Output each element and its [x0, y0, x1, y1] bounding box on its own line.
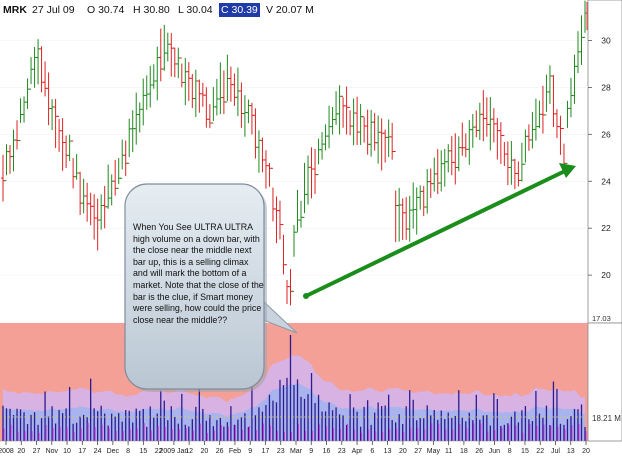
x-tick-label: Apr [352, 448, 364, 455]
x-tick-label: 22 [536, 448, 544, 455]
y-tick-label: 22 [601, 223, 611, 233]
y-tick-label: 26 [601, 129, 611, 139]
x-tick-label: 15 [139, 448, 147, 455]
low-label: L 30.04 [178, 4, 213, 16]
y-tick-label: 24 [601, 176, 611, 186]
x-tick-label: 18 [460, 448, 468, 455]
volume-bars [0, 335, 588, 441]
x-tick-label: 13 [567, 448, 575, 455]
x-tick-label: 6 [370, 448, 374, 455]
x-tick-label: 2008 [0, 448, 14, 455]
open-label: O 30.74 [87, 4, 125, 16]
x-tick-label: Nov [46, 448, 59, 455]
symbol-label: MRK [3, 4, 27, 16]
x-tick-label: 20 [399, 448, 407, 455]
x-tick-label: 15 [521, 448, 529, 455]
x-tick-label: 8 [508, 448, 512, 455]
x-tick-label: 16 [323, 448, 331, 455]
y-tick-label: 20 [601, 270, 611, 280]
x-tick-label: 20 [582, 448, 590, 455]
date-label: 27 Jul 09 [32, 4, 75, 16]
x-tick-label: 12 [185, 448, 193, 455]
ohlc-bars [1, 0, 587, 306]
x-tick-label: May [427, 448, 441, 455]
y-tick-label: 28 [601, 82, 611, 92]
x-tick-label: 23 [277, 448, 285, 455]
x-tick-label: Feb [229, 448, 241, 455]
x-tick-label: 26 [475, 448, 483, 455]
trend-arrow-head [559, 163, 576, 178]
x-tick-label: Mar [290, 448, 303, 455]
price-tag-upper: 17.03 [592, 314, 611, 323]
callout-bubble [124, 183, 265, 390]
x-tick-label: 22 [155, 448, 163, 455]
x-tick-label: 27 [414, 448, 422, 455]
trend-arrow-line [305, 169, 566, 298]
x-tick-label: 2009 Jan [159, 448, 188, 455]
trend-arrow-start [303, 293, 309, 299]
x-tick-label: 20 [201, 448, 209, 455]
x-tick-label: Jun [489, 448, 500, 455]
x-tick-label: 17 [262, 448, 270, 455]
x-tick-label: Dec [107, 448, 120, 455]
volume-axis [587, 322, 622, 442]
x-tick-label: 24 [94, 448, 102, 455]
annotation-callout [124, 183, 298, 392]
annotation-text: When You See ULTRA ULTRA high volume on … [133, 222, 264, 325]
x-tick-label: 11 [445, 448, 452, 455]
x-tick-label: 17 [78, 448, 86, 455]
price-plot-area [0, 0, 588, 323]
x-tick-label: Jul [551, 448, 560, 455]
x-tick-label: 9 [309, 448, 313, 455]
volume-level-tag: 18.21 M [592, 414, 621, 423]
volume-panel [0, 322, 622, 442]
x-tick-label: 20 [17, 448, 25, 455]
volume-header-label: V 20.07 M [266, 4, 314, 16]
high-label: H 30.80 [133, 4, 170, 16]
x-tick-label: 10 [63, 448, 71, 455]
x-tick-label: 27 [33, 448, 41, 455]
price-axis [587, 0, 622, 324]
x-tick-label: 23 [338, 448, 346, 455]
x-tick-label: 9 [248, 448, 252, 455]
y-tick-label: 30 [601, 36, 611, 46]
trend-arrow [303, 163, 576, 299]
close-label: C 30.39 [219, 3, 260, 17]
date-axis-bg [0, 441, 588, 456]
x-tick-label: 8 [126, 448, 130, 455]
x-tick-label: 26 [216, 448, 224, 455]
price-axis-ticks: 20 22 24 26 28 30 [588, 36, 611, 280]
price-panel: 20 22 24 26 28 30 [0, 0, 622, 324]
x-tick-label: 13 [384, 448, 392, 455]
